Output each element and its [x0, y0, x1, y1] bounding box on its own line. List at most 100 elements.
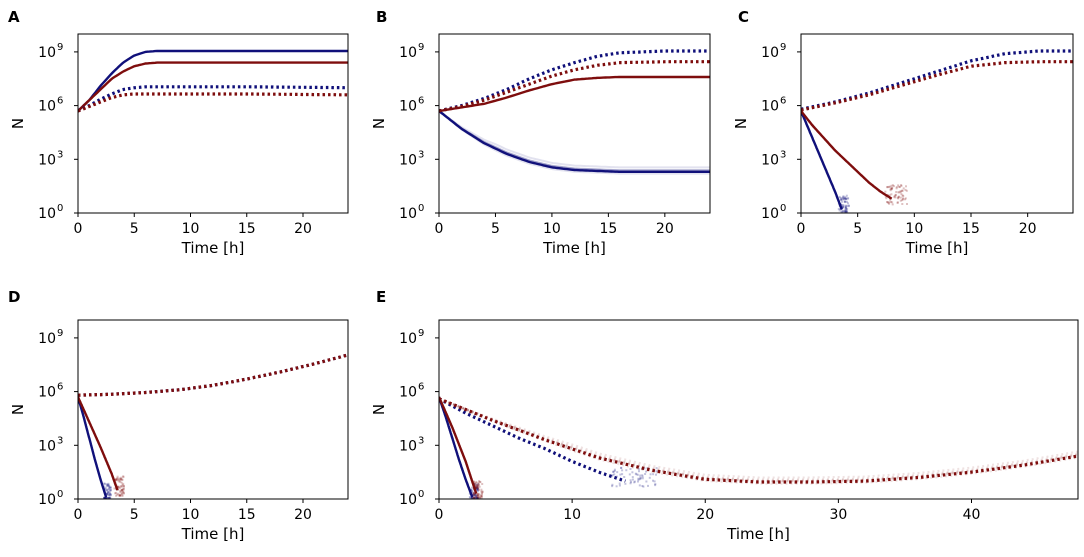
- scatter-point: [476, 484, 479, 487]
- scatter-point: [478, 485, 481, 488]
- scatter-point: [107, 496, 110, 499]
- x-tick-label: 5: [491, 221, 500, 237]
- series-band-red-dotted: [439, 397, 1078, 485]
- scatter-point: [644, 473, 647, 475]
- scatter-point: [635, 473, 638, 476]
- scatter-point: [481, 490, 484, 493]
- scatter-point: [116, 488, 119, 491]
- scatter-point: [120, 485, 123, 488]
- scatter-point: [838, 209, 841, 212]
- series-band-red-dotted: [439, 397, 1078, 482]
- scatter-point: [839, 208, 842, 211]
- scatter-point: [889, 198, 891, 201]
- scatter-point: [106, 497, 109, 499]
- scatter-point: [476, 484, 479, 486]
- plot-area: [78, 353, 348, 499]
- scatter-point: [107, 494, 110, 496]
- scatter-point: [108, 485, 111, 488]
- scatter-point: [479, 497, 482, 499]
- scatter-point: [480, 496, 483, 499]
- scatter-point: [839, 203, 841, 206]
- y-tick-exponent: 0: [418, 203, 424, 214]
- y-axis-label: N: [9, 118, 27, 129]
- scatter-point: [470, 495, 473, 498]
- scatter-point: [108, 497, 111, 499]
- scatter-point: [845, 194, 848, 197]
- axes-frame: [438, 33, 711, 214]
- scatter-point: [114, 478, 117, 481]
- scatter-point: [846, 197, 849, 200]
- scatter-point: [474, 487, 477, 490]
- scatter-point: [844, 200, 847, 203]
- series-red-solid: [801, 110, 893, 200]
- scatter-point: [476, 497, 479, 499]
- x-tick-label: 15: [238, 507, 256, 523]
- scatter-point: [474, 494, 477, 497]
- scatter-point: [121, 492, 124, 495]
- scatter-point: [104, 491, 106, 494]
- scatter-point: [103, 497, 106, 499]
- y-axis-label: N: [370, 118, 388, 129]
- scatter-point: [899, 190, 902, 193]
- scatter-point: [476, 494, 479, 497]
- scatter-point: [115, 483, 118, 486]
- scatter-point: [837, 201, 840, 204]
- scatter-point: [843, 211, 846, 213]
- scatter-point: [625, 469, 628, 472]
- scatter-point: [902, 197, 904, 200]
- y-axis-label: N: [9, 404, 27, 415]
- scatter-point: [114, 479, 117, 482]
- scatter-point: [472, 494, 475, 496]
- scatter-point: [843, 200, 846, 203]
- scatter-point: [641, 474, 644, 477]
- scatter-point: [480, 488, 483, 491]
- plot-area: [439, 396, 1078, 499]
- scatter-point: [108, 485, 111, 487]
- x-tick-label: 5: [130, 507, 139, 523]
- scatter-point: [898, 185, 900, 188]
- y-tick-exponent: 9: [57, 328, 63, 339]
- x-tick-label: 20: [1019, 221, 1037, 237]
- scatter-point: [843, 210, 846, 213]
- scatter-point: [610, 475, 613, 478]
- scatter-point: [652, 479, 654, 482]
- scatter-point: [115, 488, 118, 491]
- scatter-point: [114, 479, 117, 481]
- y-tick-label: 10: [399, 385, 417, 401]
- scatter-point: [476, 485, 479, 488]
- scatter-point: [654, 483, 657, 486]
- scatter-point: [886, 186, 888, 189]
- scatter-point: [847, 204, 850, 207]
- y-tick-label: 10: [761, 45, 779, 61]
- scatter-point: [901, 189, 904, 192]
- y-tick-exponent: 0: [780, 203, 786, 214]
- scatter-point: [612, 471, 615, 473]
- scatter-point: [478, 493, 481, 496]
- scatter-point: [886, 193, 889, 196]
- plot-area: [801, 49, 1073, 213]
- scatter-point: [891, 184, 894, 187]
- scatter-point: [476, 489, 479, 492]
- scatter-point: [889, 188, 892, 191]
- y-tick-exponent: 6: [57, 96, 63, 107]
- x-tick-label: 0: [74, 507, 83, 523]
- scatter-point: [107, 497, 110, 499]
- series-blue-solid: [439, 396, 474, 498]
- scatter-point: [621, 469, 624, 472]
- scatter-point: [106, 488, 109, 491]
- x-axis-label: Time [h]: [726, 525, 790, 543]
- scatter-point: [475, 486, 478, 489]
- scatter-point: [637, 468, 640, 471]
- series-blue-solid: [78, 396, 108, 498]
- scatter-point: [904, 188, 907, 191]
- scatter-point: [643, 467, 646, 470]
- scatter-point: [900, 184, 903, 187]
- scatter-point: [477, 484, 480, 487]
- scatter-point: [115, 487, 118, 490]
- scatter-point: [121, 494, 124, 497]
- scatter-point: [474, 496, 477, 499]
- y-tick-exponent: 3: [418, 149, 424, 160]
- scatter-point: [476, 487, 479, 489]
